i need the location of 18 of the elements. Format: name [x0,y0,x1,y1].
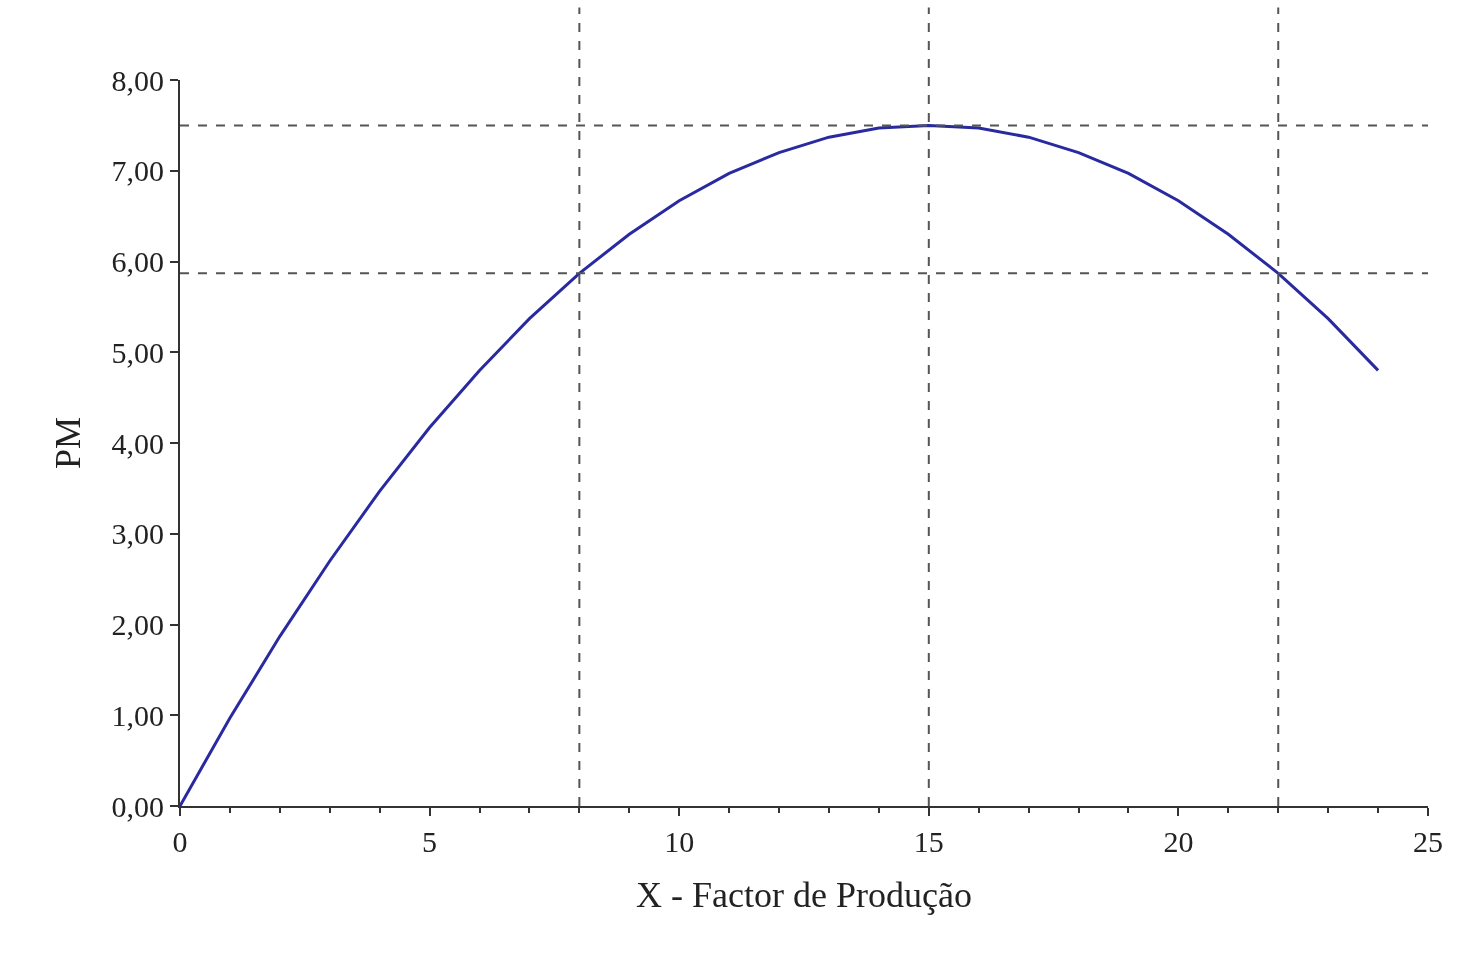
x-tick-label: 5 [422,825,438,858]
y-tick-label: 3,00 [111,517,164,551]
y-tick-label: 8,00 [111,63,164,97]
line-series [180,123,1380,806]
x-tick-label: 10 [664,825,695,858]
x-tick-label: 25 [1413,825,1443,858]
y-tick-label: 6,00 [111,245,164,278]
y-tick-label: 1,00 [111,698,164,732]
x-tick-label: 20 [1163,825,1194,858]
y-tick-label: 2,00 [111,608,164,641]
x-tick-label: 15 [913,825,944,858]
x-tick-label: 0 [172,825,188,858]
y-axis-title: PM [47,416,88,470]
y-tick-label: 0,00 [111,789,164,823]
x-axis-title: X - Factor de Produção [636,875,972,916]
y-tick-label: 7,00 [111,154,164,188]
y-tick-label: 5,00 [111,335,164,369]
y-tick-label: 4,00 [111,426,164,460]
